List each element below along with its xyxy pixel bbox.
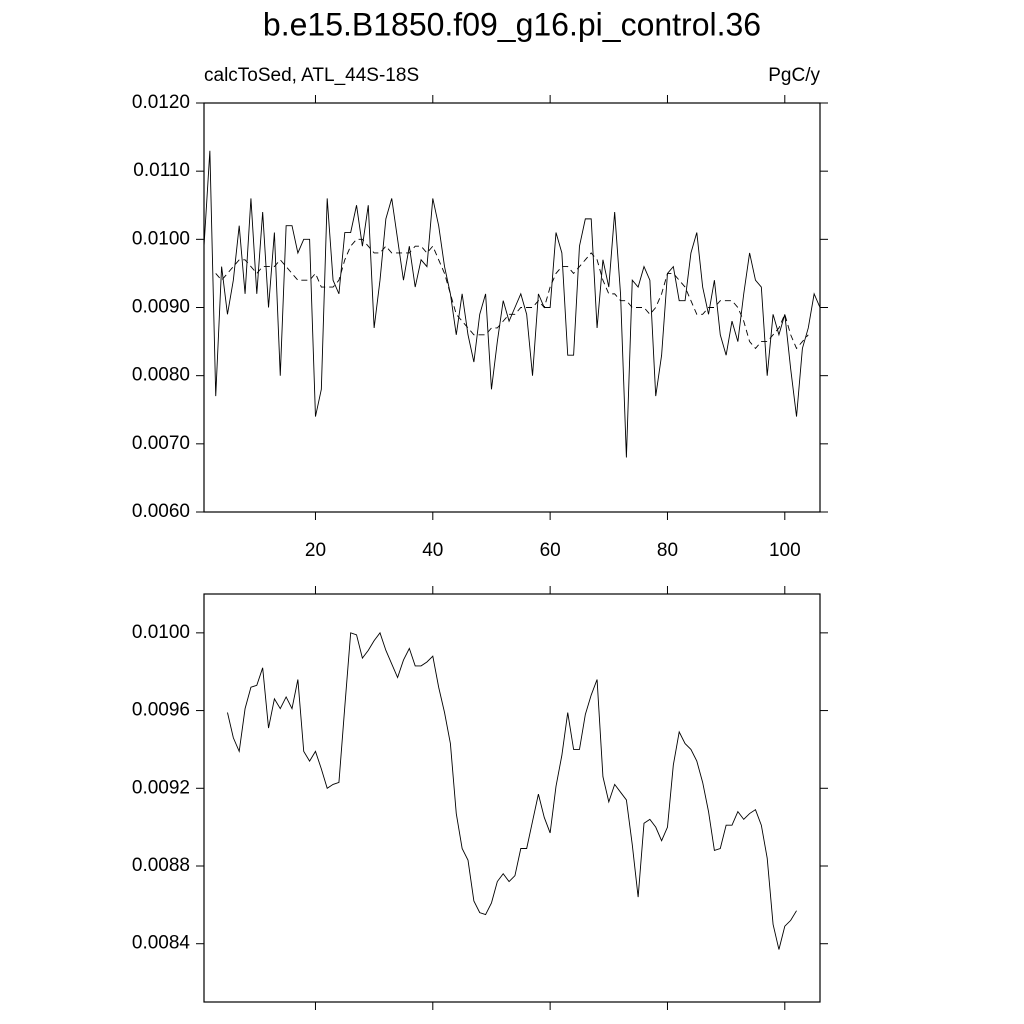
plot-frame: [203, 102, 821, 513]
y-tick-label: 0.0090: [132, 297, 190, 318]
x-tick-label: 20: [305, 540, 326, 561]
y-tick-label: 0.0100: [132, 622, 190, 643]
y-tick-label: 0.0070: [132, 433, 190, 454]
plot-frame: [203, 593, 821, 1003]
x-tick-label: 60: [540, 540, 561, 561]
y-tick-label: 0.0084: [132, 933, 191, 954]
left-string: calcToSed, ATL_44S-18S: [204, 65, 419, 86]
y-tick-label: 0.0110: [133, 160, 190, 181]
y-tick-label: 0.0060: [132, 501, 190, 522]
y-tick-label: 0.0096: [132, 700, 190, 721]
data-line: [203, 150, 821, 458]
y-tick-label: 0.0120: [132, 92, 190, 113]
y-tick-label: 0.0080: [132, 365, 190, 386]
x-tick-label: 40: [422, 540, 443, 561]
y-tick-label: 0.0088: [132, 855, 190, 876]
data-line: [215, 238, 809, 350]
y-tick-label: 0.0100: [132, 228, 190, 249]
x-tick-label: 80: [657, 540, 678, 561]
data-line: [227, 631, 797, 950]
x-tick-label: 100: [769, 540, 801, 561]
y-tick-label: 0.0092: [132, 777, 190, 798]
right-string: PgC/y: [768, 65, 820, 86]
chart-title: b.e15.B1850.f09_g16.pi_control.36: [263, 6, 761, 42]
